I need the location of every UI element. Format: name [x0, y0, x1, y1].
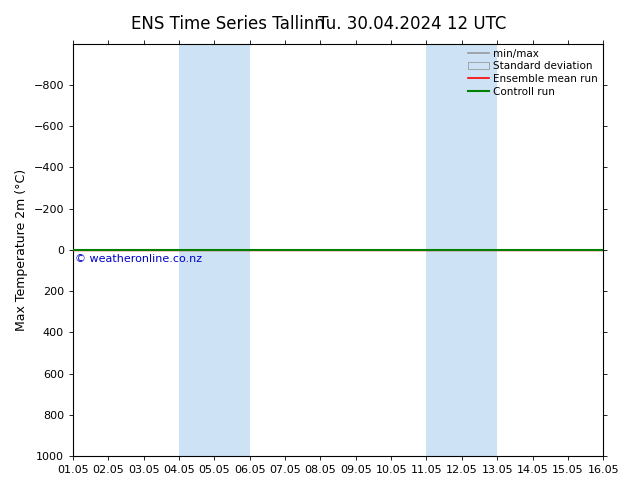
Bar	[179, 44, 250, 456]
Legend: min/max, Standard deviation, Ensemble mean run, Controll run: min/max, Standard deviation, Ensemble me…	[466, 47, 600, 99]
Y-axis label: Max Temperature 2m (°C): Max Temperature 2m (°C)	[15, 169, 28, 331]
Text: ENS Time Series Tallinn: ENS Time Series Tallinn	[131, 15, 325, 33]
Bar	[427, 44, 497, 456]
Text: © weatheronline.co.nz: © weatheronline.co.nz	[75, 254, 202, 264]
Text: Tu. 30.04.2024 12 UTC: Tu. 30.04.2024 12 UTC	[318, 15, 507, 33]
